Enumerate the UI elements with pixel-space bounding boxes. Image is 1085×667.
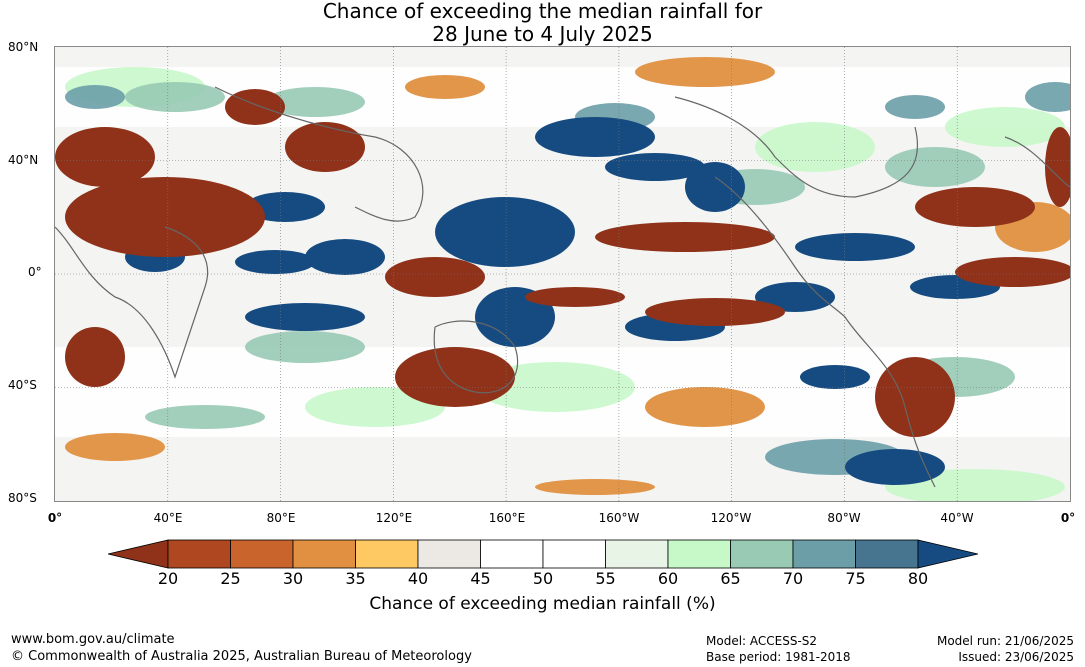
footer-right: Model run: 21/06/2025 Issued: 23/06/2025 <box>937 633 1074 665</box>
colorbar-segment <box>417 539 481 569</box>
colorbar-segment <box>167 539 231 569</box>
lat-label-80n: 80°N <box>8 40 39 54</box>
colorbar-segment <box>480 539 544 569</box>
colorbar-segment <box>667 539 731 569</box>
colorbar-tick-label: 65 <box>720 569 741 588</box>
title-line-1: Chance of exceeding the median rainfall … <box>322 0 763 23</box>
colorbar-tick-label: 60 <box>657 569 679 588</box>
colorbar-tick-label: 75 <box>845 569 866 588</box>
map-graphic <box>55 47 1070 501</box>
colorbar <box>107 539 979 573</box>
lon-label-160w: 160°W <box>598 511 640 525</box>
footer-middle: Model: ACCESS-S2 Base period: 1981-2018 <box>706 633 851 665</box>
lon-label-0-left: 0° <box>47 511 63 525</box>
colorbar-tick-label: 55 <box>595 569 616 588</box>
colorbar-segment <box>605 539 669 569</box>
colorbar-segment <box>792 539 856 569</box>
footer-model: Model: ACCESS-S2 <box>706 634 818 648</box>
lon-label-120w: 120°W <box>710 511 752 525</box>
colorbar-segment <box>855 539 919 569</box>
lat-label-80s: 80°S <box>8 491 37 505</box>
lon-label-0-right: 0° <box>1060 511 1076 525</box>
footer-issued: Issued: 23/06/2025 <box>958 650 1074 664</box>
colorbar-segment <box>542 539 606 569</box>
lon-label-160e: 160°E <box>488 511 526 525</box>
colorbar-tick-label: 40 <box>407 569 429 588</box>
lat-label-40s: 40°S <box>8 378 37 392</box>
footer-base-period: Base period: 1981-2018 <box>706 650 851 664</box>
colorbar-graphic <box>107 539 979 569</box>
lat-label-0: 0° <box>28 265 42 279</box>
colorbar-segment <box>292 539 356 569</box>
colorbar-arrow-low <box>107 539 169 569</box>
colorbar-tick-label: 35 <box>345 569 366 588</box>
lat-label-40n: 40°N <box>8 153 39 167</box>
colorbar-tick-label: 50 <box>532 569 554 588</box>
lon-label-40e: 40°E <box>153 511 183 525</box>
colorbar-arrow-high <box>917 539 979 569</box>
footer-model-run: Model run: 21/06/2025 <box>936 634 1074 648</box>
colorbar-tick-label: 80 <box>907 569 929 588</box>
colorbar-tick-label: 70 <box>782 569 804 588</box>
title-line-2: 28 June to 4 July 2025 <box>432 22 653 46</box>
colorbar-tick-label: 30 <box>282 569 304 588</box>
lon-label-80w: 80°W <box>827 511 861 525</box>
colorbar-segment <box>730 539 794 569</box>
lon-label-40w: 40°W <box>940 511 974 525</box>
colorbar-label: Chance of exceeding median rainfall (%) <box>369 594 716 614</box>
footer-left: www.bom.gov.au/climate © Commonwealth of… <box>11 631 472 665</box>
footer-url: www.bom.gov.au/climate <box>11 632 175 647</box>
chart-title: Chance of exceeding the median rainfall … <box>0 0 1085 46</box>
colorbar-segment <box>230 539 294 569</box>
rainfall-map <box>54 46 1071 502</box>
colorbar-segment <box>355 539 419 569</box>
lon-label-80e: 80°E <box>266 511 296 525</box>
colorbar-tick-label: 25 <box>220 569 241 588</box>
colorbar-tick-label: 20 <box>157 569 179 588</box>
lon-label-120e: 120°E <box>375 511 413 525</box>
colorbar-tick-label: 45 <box>470 569 491 588</box>
footer-copyright: © Commonwealth of Australia 2025, Austra… <box>11 649 472 664</box>
